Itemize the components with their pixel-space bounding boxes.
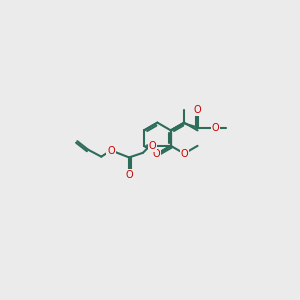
Text: O: O — [152, 149, 160, 159]
Text: O: O — [180, 148, 188, 159]
Text: O: O — [125, 170, 133, 180]
Text: O: O — [149, 141, 157, 151]
Text: O: O — [212, 122, 219, 133]
Text: O: O — [107, 146, 115, 155]
Text: O: O — [194, 105, 202, 115]
